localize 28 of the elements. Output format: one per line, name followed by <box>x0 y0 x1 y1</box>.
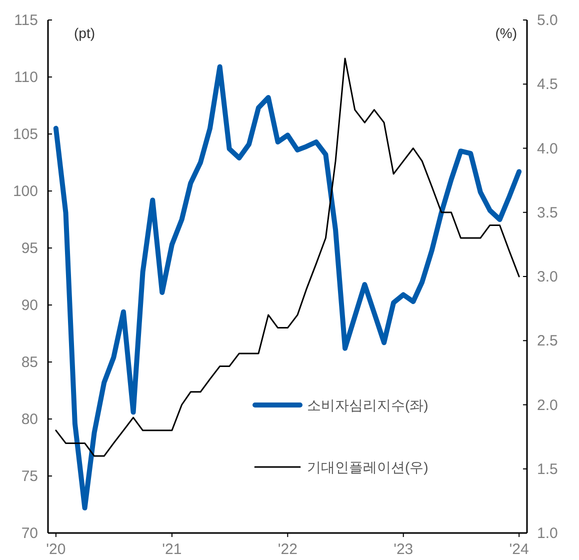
y2-axis-title: (%) <box>495 25 517 41</box>
y2-tick-label: 4.0 <box>537 140 558 158</box>
y-tick-label: 115 <box>14 12 38 29</box>
y2-tick-label: 1.5 <box>537 460 558 478</box>
y2-tick-label: 1.0 <box>537 525 558 542</box>
y2-tick-label: 3.0 <box>537 268 558 286</box>
y-tick-label: 70 <box>21 525 38 542</box>
y-tick-label: 105 <box>12 126 38 143</box>
y-axis-title: (pt) <box>74 25 95 41</box>
legend-label: 소비자심리지수(좌) <box>307 397 428 413</box>
y-tick-label: 100 <box>12 183 38 200</box>
x-tick-label: '21 <box>162 541 182 558</box>
y2-tick-label: 4.5 <box>537 76 558 94</box>
x-tick-label: '24 <box>509 541 529 558</box>
x-tick-label: '20 <box>46 541 66 558</box>
y-tick-label: 90 <box>21 297 38 314</box>
y-tick-label: 95 <box>21 240 38 257</box>
y2-tick-label: 2.5 <box>537 332 558 350</box>
y-tick-label: 110 <box>14 69 38 86</box>
y2-tick-label: 3.5 <box>537 204 558 222</box>
x-tick-label: '22 <box>278 541 298 558</box>
y-tick-label: 85 <box>21 354 38 371</box>
legend-label: 기대인플레이션(우) <box>307 459 428 475</box>
y2-tick-label: 2.0 <box>537 396 558 414</box>
y-tick-label: 80 <box>21 411 38 428</box>
y2-tick-label: 5.0 <box>537 12 558 29</box>
y-tick-label: 75 <box>21 468 38 485</box>
x-tick-label: '23 <box>394 541 414 558</box>
